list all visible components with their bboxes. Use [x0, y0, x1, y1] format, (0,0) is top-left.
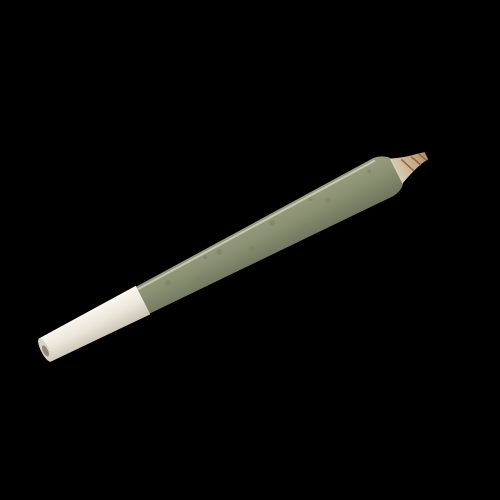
twist-lines [400, 153, 427, 172]
pre-roll [38, 152, 429, 362]
texture [164, 169, 372, 286]
twist [389, 152, 429, 184]
joint-body [134, 156, 404, 315]
filter-hole [41, 345, 49, 357]
highlight [137, 159, 376, 291]
filter-tip [39, 285, 151, 362]
